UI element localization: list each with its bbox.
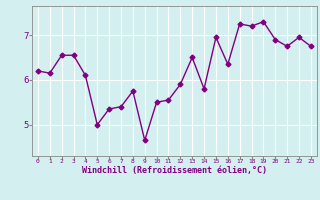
X-axis label: Windchill (Refroidissement éolien,°C): Windchill (Refroidissement éolien,°C) — [82, 166, 267, 175]
